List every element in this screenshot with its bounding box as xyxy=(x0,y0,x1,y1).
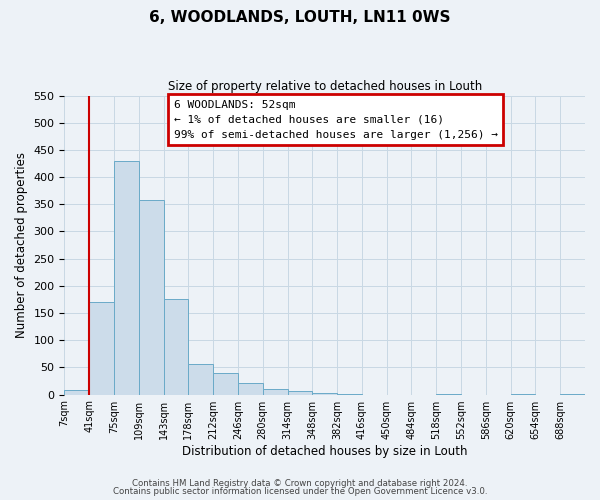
Y-axis label: Number of detached properties: Number of detached properties xyxy=(15,152,28,338)
Text: 6, WOODLANDS, LOUTH, LN11 0WS: 6, WOODLANDS, LOUTH, LN11 0WS xyxy=(149,10,451,25)
Bar xyxy=(188,364,213,394)
Bar xyxy=(238,383,263,394)
Bar xyxy=(89,302,114,394)
Bar xyxy=(263,388,287,394)
Bar xyxy=(213,373,238,394)
Text: 6 WOODLANDS: 52sqm
← 1% of detached houses are smaller (16)
99% of semi-detached: 6 WOODLANDS: 52sqm ← 1% of detached hous… xyxy=(174,100,498,140)
Text: Contains HM Land Registry data © Crown copyright and database right 2024.: Contains HM Land Registry data © Crown c… xyxy=(132,478,468,488)
Bar xyxy=(64,390,89,394)
Text: Contains public sector information licensed under the Open Government Licence v3: Contains public sector information licen… xyxy=(113,487,487,496)
Bar xyxy=(313,393,337,394)
Bar xyxy=(114,161,139,394)
X-axis label: Distribution of detached houses by size in Louth: Distribution of detached houses by size … xyxy=(182,444,467,458)
Bar xyxy=(139,200,164,394)
Title: Size of property relative to detached houses in Louth: Size of property relative to detached ho… xyxy=(167,80,482,93)
Bar xyxy=(287,392,313,394)
Bar xyxy=(164,300,188,394)
